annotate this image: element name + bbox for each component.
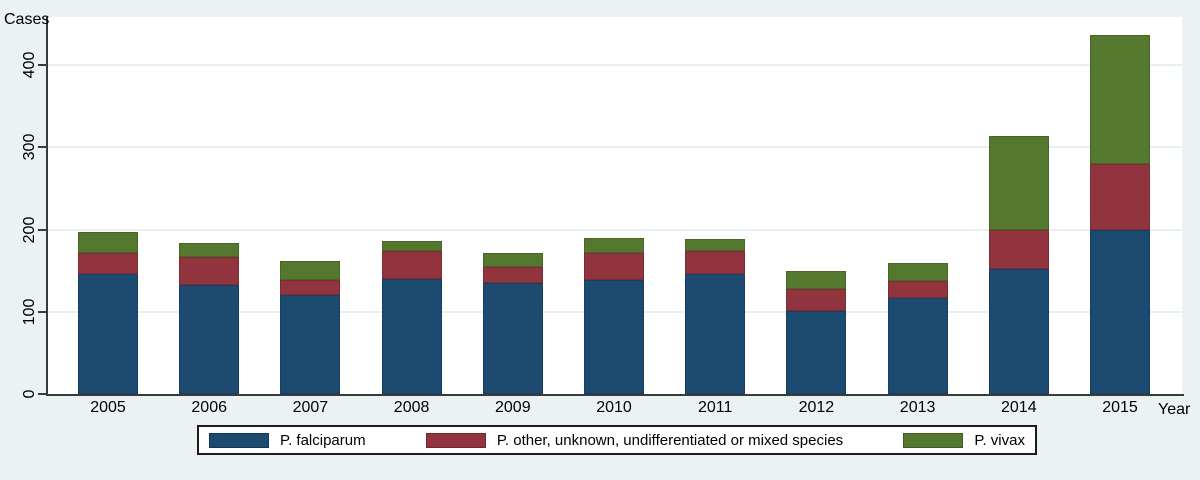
x-tick-label-2005: 2005 (90, 399, 126, 416)
bar-segment (280, 260, 341, 280)
bar-segment (988, 269, 1049, 394)
bar-segment (887, 297, 948, 394)
bar-segment (685, 239, 746, 251)
bar-segment (78, 253, 138, 274)
gridline-400 (48, 64, 1182, 66)
x-tick-label-2015: 2015 (1102, 399, 1138, 416)
x-tick-label-2008: 2008 (393, 399, 430, 416)
bar-segment (1090, 34, 1150, 164)
x-tick-label-2010: 2010 (596, 399, 632, 416)
bar-segment (887, 262, 948, 282)
bar-segment (381, 278, 442, 394)
bar-segment (584, 279, 644, 394)
bar-segment (685, 273, 746, 394)
bar-segment (685, 250, 746, 274)
y-tick-label-100: 100 (21, 298, 38, 326)
gridline-200 (48, 228, 1182, 231)
y-tick-label-0: 0 (21, 389, 38, 399)
bar-segment (584, 237, 644, 254)
legend-item: P. other, unknown, undifferentiated or m… (425, 431, 844, 449)
bar-segment (179, 285, 240, 394)
legend-label: P. falciparum (280, 431, 366, 449)
bar-2009 (482, 253, 543, 394)
legend-swatch (209, 432, 269, 448)
bar-segment (482, 267, 543, 283)
legend-item: P. falciparum (209, 432, 366, 449)
bar-segment (584, 253, 644, 280)
bar-segment (280, 294, 341, 394)
bar-segment (381, 250, 442, 279)
x-tick-label-2006: 2006 (191, 399, 227, 416)
bar-segment (482, 253, 543, 268)
x-axis-line (46, 394, 1184, 396)
x-tick-label-2013: 2013 (899, 399, 936, 416)
bar-2011 (685, 239, 746, 394)
bar-2013 (887, 262, 948, 394)
bar-2008 (381, 240, 442, 394)
legend-item: P. vivax (903, 432, 1025, 449)
x-axis-title: Year (1158, 401, 1191, 418)
bar-2012 (786, 271, 847, 394)
y-tick-label-200: 200 (21, 216, 38, 243)
legend-swatch (903, 432, 964, 448)
y-tick-0 (38, 393, 46, 395)
bar-segment (1090, 230, 1150, 394)
x-tick-label-2012: 2012 (798, 399, 835, 416)
bar-segment (179, 257, 240, 286)
plot-area (48, 17, 1182, 394)
legend: P. falciparum P. other, unknown, undiffer… (197, 425, 1037, 455)
legend-label: P. vivax (974, 431, 1025, 449)
bar-segment (179, 243, 240, 258)
bar-segment (280, 279, 341, 295)
gridline-300 (48, 146, 1182, 149)
y-axis-title: Cases (4, 11, 50, 28)
bar-segment (482, 283, 543, 394)
legend-swatch (425, 432, 486, 448)
bar-segment (988, 229, 1049, 269)
bar-2015 (1090, 34, 1150, 394)
bar-segment (887, 281, 948, 298)
bar-segment (1090, 163, 1150, 231)
y-tick-label-300: 300 (21, 133, 38, 161)
y-tick-label-400: 400 (21, 51, 38, 79)
bar-2010 (584, 237, 644, 394)
y-axis-line (46, 17, 48, 396)
bar-segment (381, 240, 442, 251)
x-tick-label-2009: 2009 (495, 399, 531, 416)
x-tick-label-2014: 2014 (1001, 399, 1037, 416)
bar-segment (78, 231, 138, 254)
y-tick-400 (38, 64, 46, 66)
bar-2007 (280, 260, 341, 394)
bar-2005 (78, 231, 138, 394)
bar-segment (786, 271, 847, 289)
bar-segment (78, 273, 138, 394)
y-tick-300 (38, 146, 46, 149)
bar-segment (786, 310, 847, 394)
y-tick-200 (38, 228, 46, 231)
legend-label: P. other, unknown, undifferentiated or m… (496, 431, 844, 449)
bar-2006 (179, 243, 240, 394)
bar-segment (988, 135, 1049, 230)
x-tick-label-2007: 2007 (292, 399, 329, 416)
bar-2014 (988, 135, 1049, 394)
x-tick-label-2011: 2011 (697, 399, 733, 416)
y-tick-100 (38, 310, 46, 313)
bar-segment (786, 288, 847, 311)
